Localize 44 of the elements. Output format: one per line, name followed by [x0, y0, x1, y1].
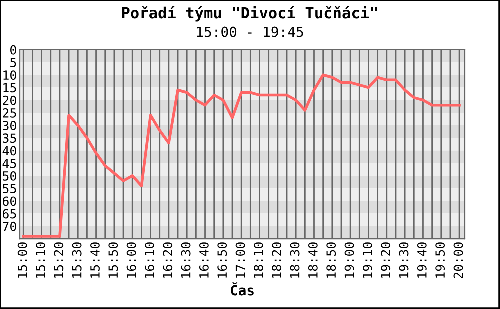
y-tick-label: 15	[4, 83, 16, 93]
y-tick-label: 0	[10, 45, 16, 55]
x-tick-label: 18:30	[290, 242, 300, 278]
y-tick-label: 40	[2, 146, 16, 156]
x-tick-label: 16:30	[181, 242, 191, 278]
chart-subtitle: 15:00 - 19:45	[197, 26, 304, 38]
y-tick-label: 30	[3, 121, 16, 131]
chart-title: Pořadí týmu "Divocí Tučňáci"	[122, 6, 378, 22]
y-tick-label: 10	[4, 70, 16, 80]
x-axis-title: Čas	[230, 282, 254, 296]
x-tick-label: 20:00	[454, 242, 464, 278]
x-tick-label: 16:40	[199, 242, 209, 278]
y-tick-label: 70	[3, 222, 16, 232]
x-tick-label: 19:50	[436, 242, 446, 278]
x-tick-label: 16:10	[144, 242, 154, 278]
x-tick-label: 18:50	[326, 242, 336, 278]
y-tick-label: 45	[2, 159, 16, 168]
y-tick-label: 60	[2, 196, 16, 206]
x-tick-label: 19:30	[399, 242, 409, 278]
y-tick-label: 50	[3, 171, 16, 181]
x-tick-label: 19:10	[362, 242, 372, 278]
x-tick-label: 17:00	[236, 242, 246, 278]
x-tick-label: 15:30	[72, 242, 82, 278]
x-tick-label: 15:00	[18, 242, 28, 278]
x-tick-label: 15:20	[54, 242, 64, 278]
y-tick-label: 25	[3, 108, 16, 118]
x-tick-label: 18:10	[254, 242, 264, 278]
x-tick-label: 15:40	[90, 242, 100, 278]
x-tick-label: 16:20	[163, 242, 173, 278]
y-tick-label: 5	[10, 58, 16, 68]
x-tick-label: 16:00	[126, 242, 136, 278]
x-tick-label: 18:20	[272, 242, 282, 278]
x-tick-label: 19:20	[381, 242, 391, 278]
x-tick-label: 16:50	[218, 242, 228, 278]
line-series	[22, 74, 461, 238]
x-tick-label: 15:50	[108, 242, 118, 278]
x-tick-label: 18:40	[308, 242, 318, 278]
y-tick-label: 65	[2, 209, 16, 219]
y-tick-label: 20	[3, 96, 16, 106]
x-tick-label: 19:40	[417, 242, 427, 278]
x-tick-label: 15:10	[36, 242, 46, 278]
y-tick-label: 35	[3, 134, 16, 144]
y-tick-label: 55	[3, 184, 16, 194]
x-tick-label: 19:00	[344, 242, 354, 278]
